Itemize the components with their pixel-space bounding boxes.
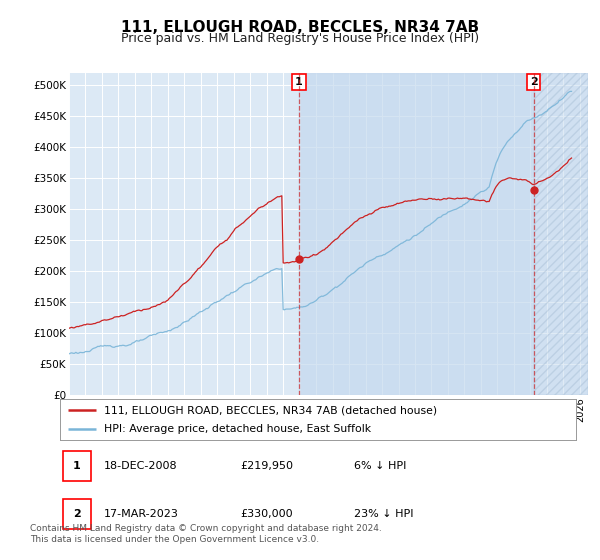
Text: 1: 1 — [295, 77, 303, 87]
Text: 23% ↓ HPI: 23% ↓ HPI — [354, 509, 413, 519]
Text: Contains HM Land Registry data © Crown copyright and database right 2024.
This d: Contains HM Land Registry data © Crown c… — [30, 524, 382, 544]
Text: £219,950: £219,950 — [241, 461, 293, 471]
Bar — [534, 73, 588, 395]
Text: £330,000: £330,000 — [241, 509, 293, 519]
Bar — [62, 499, 91, 529]
Text: Price paid vs. HM Land Registry's House Price Index (HPI): Price paid vs. HM Land Registry's House … — [121, 32, 479, 45]
Text: 18-DEC-2008: 18-DEC-2008 — [104, 461, 178, 471]
Text: 2: 2 — [530, 77, 538, 87]
Text: 2: 2 — [73, 509, 80, 519]
Text: 111, ELLOUGH ROAD, BECCLES, NR34 7AB: 111, ELLOUGH ROAD, BECCLES, NR34 7AB — [121, 20, 479, 35]
Bar — [62, 451, 91, 481]
Text: HPI: Average price, detached house, East Suffolk: HPI: Average price, detached house, East… — [104, 424, 371, 433]
Text: 111, ELLOUGH ROAD, BECCLES, NR34 7AB (detached house): 111, ELLOUGH ROAD, BECCLES, NR34 7AB (de… — [104, 405, 437, 415]
Text: 6% ↓ HPI: 6% ↓ HPI — [354, 461, 406, 471]
Bar — [299, 73, 534, 395]
Text: 1: 1 — [73, 461, 80, 471]
Text: 17-MAR-2023: 17-MAR-2023 — [104, 509, 179, 519]
Bar — [534, 73, 588, 395]
